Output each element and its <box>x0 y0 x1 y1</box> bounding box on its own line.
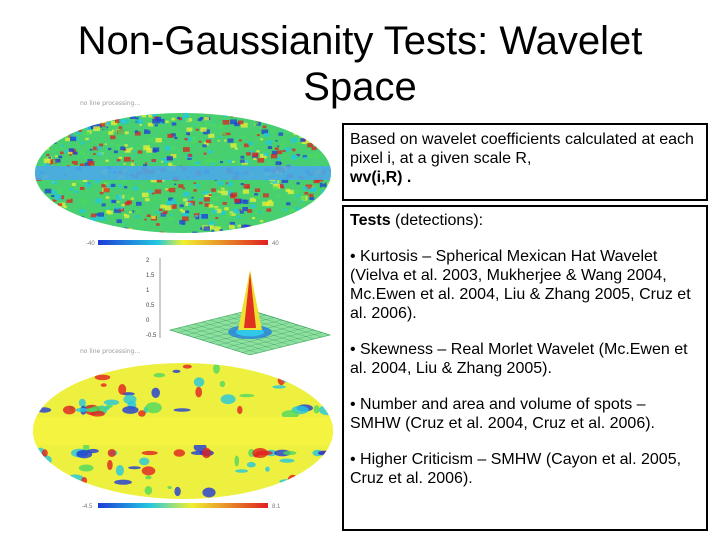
surface-tick-label: 0 <box>146 318 150 324</box>
top-colorbar-min: -40 <box>86 241 95 247</box>
surface-tick-label: 1 <box>146 288 150 294</box>
tests-heading-bold: Tests <box>350 212 391 229</box>
test-item-spots: • Number and area and volume of spots – … <box>350 396 655 432</box>
wavelet-surface-plot: 2 1.5 1 0.5 0 -0.5 <box>146 258 332 356</box>
bottom-sky-map: -4.5 8.1 <box>33 363 333 510</box>
top-sky-map: -40 40 <box>35 113 331 247</box>
test-item-higher-criticism: • Higher Criticism – SMHW (Cayon et al. … <box>350 451 682 487</box>
surface-tick-label: -0.5 <box>146 333 157 339</box>
bottom-map-label: no line processing... <box>80 348 141 355</box>
tests-heading: Tests (detections): <box>350 211 700 230</box>
surface-tick-label: 1.5 <box>146 273 155 279</box>
definition-box: Based on wavelet coefficients calculated… <box>342 123 708 201</box>
definition-text: Based on wavelet coefficients calculated… <box>350 131 694 167</box>
bottom-colorbar-max: 8.1 <box>272 504 281 510</box>
definition-formula: wv(i,R) . <box>350 169 412 186</box>
surface-tick-label: 0.5 <box>146 303 155 309</box>
bottom-colorbar <box>98 503 268 508</box>
tests-box: Tests (detections): • Kurtosis – Spheric… <box>342 205 708 531</box>
top-colorbar <box>98 240 268 245</box>
surface-tick-label: 2 <box>146 258 150 264</box>
test-item-skewness: • Skewness – Real Morlet Wavelet (Mc.Ewe… <box>350 341 688 377</box>
slide-title: Non-Gaussianity Tests: Wavelet Space <box>77 19 643 109</box>
tests-heading-rest: (detections): <box>390 212 484 229</box>
bottom-colorbar-min: -4.5 <box>82 504 93 510</box>
top-map-label: no line processing... <box>80 100 141 107</box>
top-colorbar-max: 40 <box>272 241 279 247</box>
test-item-kurtosis: • Kurtosis – Spherical Mexican Hat Wavel… <box>350 248 691 322</box>
